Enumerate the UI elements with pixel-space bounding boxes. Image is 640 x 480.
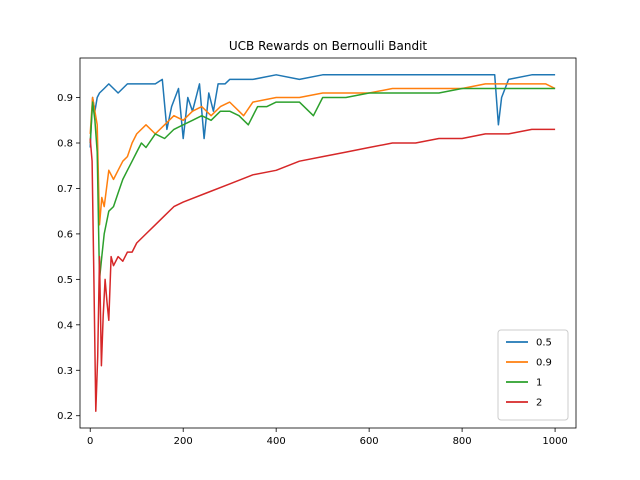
y-tick-label: 0.9 xyxy=(57,93,73,104)
y-tick-label: 0.6 xyxy=(57,229,73,240)
y-tick-label: 0.3 xyxy=(57,366,73,377)
x-tick-label: 400 xyxy=(267,436,286,447)
series-layer xyxy=(89,74,556,412)
legend-label: 1 xyxy=(536,378,542,389)
x-tick-label: 1000 xyxy=(542,436,567,447)
series-line-1 xyxy=(89,87,556,281)
legend: 0.5 0.9 1 2 xyxy=(497,329,569,421)
x-axis: 0 200 400 600 800 1000 xyxy=(87,428,568,447)
y-tick-label: 0.4 xyxy=(57,320,73,331)
y-tick-label: 0.7 xyxy=(57,184,73,195)
legend-label: 0.5 xyxy=(536,338,552,349)
series-line-0-9 xyxy=(89,83,556,226)
y-tick-label: 0.5 xyxy=(57,275,73,286)
y-tick-label: 0.2 xyxy=(57,411,73,422)
x-tick-label: 0 xyxy=(87,436,93,447)
y-tick-label: 0.8 xyxy=(57,139,73,150)
series-line-2 xyxy=(89,128,556,412)
legend-label: 2 xyxy=(536,398,542,409)
plot-frame xyxy=(79,57,577,429)
legend-box xyxy=(497,329,569,421)
chart-title: UCB Rewards on Bernoulli Bandit xyxy=(229,39,428,53)
legend-label: 0.9 xyxy=(536,358,552,369)
x-tick-label: 800 xyxy=(453,436,472,447)
x-tick-label: 600 xyxy=(360,436,379,447)
series-line-0-5 xyxy=(89,74,556,148)
x-tick-label: 200 xyxy=(174,436,193,447)
y-axis: 0.2 0.3 0.4 0.5 0.6 0.7 0.8 0.9 xyxy=(57,93,80,422)
